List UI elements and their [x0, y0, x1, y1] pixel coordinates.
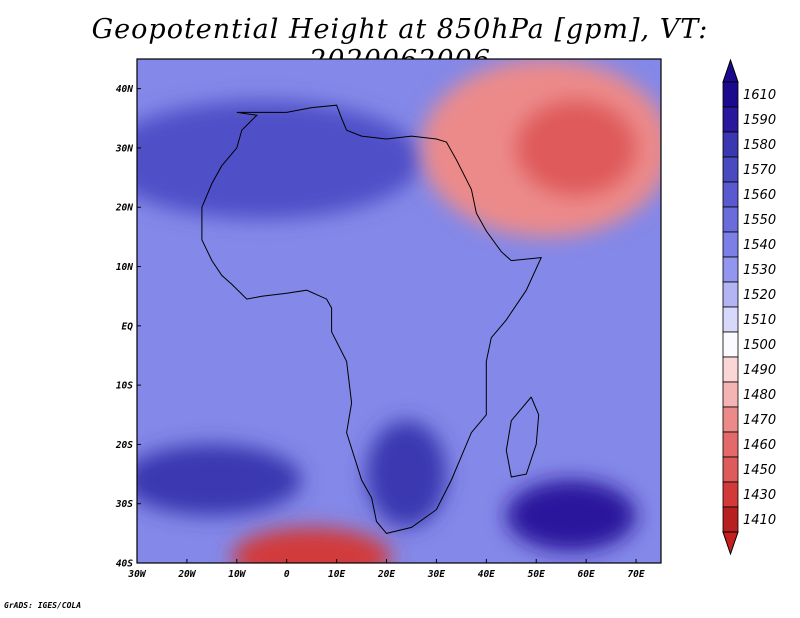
longitude-axis: 30W 20W 10W 0 10E 20E 30E 40E 50E 60E 70E [127, 559, 645, 580]
colorbar-label: 1520 [743, 288, 776, 303]
colorbar-label: 1610 [743, 88, 776, 103]
colorbar-label: 1430 [743, 488, 776, 503]
colorbar-swatch [722, 281, 739, 308]
colorbar-swatch [722, 256, 739, 283]
lon-tick-label: 20W [177, 569, 196, 580]
lat-tick-label: EQ [122, 321, 134, 332]
colorbar-swatch [722, 431, 739, 458]
lon-tick-label: 60E [578, 569, 595, 580]
lon-tick-label: 70E [627, 569, 644, 580]
colorbar-swatch [722, 231, 739, 258]
colorbar-swatch [722, 331, 739, 358]
lon-tick-label: 40E [478, 569, 495, 580]
colorbar-swatch [722, 156, 739, 183]
height-field [137, 59, 661, 563]
lon-tick-label: 30W [127, 569, 146, 580]
lat-tick-label: 10N [116, 262, 133, 273]
lat-tick-label: 30S [115, 499, 133, 510]
field-south-africa-high [366, 420, 447, 528]
colorbar-label: 1470 [743, 413, 776, 428]
colorbar-swatch [722, 356, 739, 383]
colorbar-swatch [722, 381, 739, 408]
colorbar-swatch [722, 506, 739, 533]
field-north-africa-high [137, 100, 422, 220]
colorbar-label: 1530 [743, 263, 776, 278]
colorbar-label: 1490 [743, 363, 776, 378]
colorbar-label: 1580 [743, 138, 776, 153]
colorbar-label: 1410 [743, 513, 776, 528]
lon-tick-label: 0 [284, 569, 290, 580]
colorbar-top-arrow [722, 58, 739, 83]
field-southern-low [231, 527, 392, 563]
grads-credit: GrADS: IGES/COLA [4, 601, 82, 610]
colorbar-swatch [722, 406, 739, 433]
plot-frame [136, 58, 662, 564]
lat-tick-label: 40N [116, 84, 133, 95]
plot-area: 40N 30N 20N 10N EQ 10S 20S 30S 40S 30W 20W 10W 0 10E… [115, 58, 662, 580]
colorbar-swatch [722, 456, 739, 483]
colorbar-label: 1570 [743, 163, 776, 178]
colorbar-swatch [722, 206, 739, 233]
colorbar-label: 1550 [743, 213, 776, 228]
colorbar-label: 1500 [743, 338, 776, 353]
colorbar-swatch [722, 81, 739, 108]
africa-coastline [201, 104, 543, 534]
madagascar-coastline [505, 396, 540, 478]
lat-tick-label: 40S [116, 559, 133, 570]
lat-tick-label: 10S [116, 381, 133, 392]
colorbar-label: 1510 [743, 313, 776, 328]
colorbar-label: 1480 [743, 388, 776, 403]
lon-tick-label: 10E [328, 569, 345, 580]
colorbar: 1610 1590 1580 1570 1560 1550 1540 1530 1520 1510… [722, 58, 776, 556]
field-persian-low-core [516, 100, 637, 196]
colorbar-swatch [722, 131, 739, 158]
lat-tick-label: 20N [115, 203, 133, 214]
lon-tick-label: 30E [427, 569, 445, 580]
colorbar-swatch [722, 106, 739, 133]
colorbar-swatch [722, 181, 739, 208]
lon-tick-label: 50E [528, 569, 545, 580]
lon-tick-label: 10W [228, 569, 246, 580]
colorbar-label: 1460 [743, 438, 776, 453]
colorbar-label: 1450 [743, 463, 776, 478]
lon-tick-label: 20E [377, 569, 395, 580]
colorbar-label: 1540 [743, 238, 776, 253]
colorbar-swatch [722, 481, 739, 508]
lat-tick-label: 30N [115, 143, 133, 154]
colorbar-bottom-arrow [722, 531, 739, 556]
lat-tick-label: 20S [115, 440, 133, 451]
colorbar-label: 1590 [743, 113, 776, 128]
colorbar-label: 1560 [743, 188, 776, 203]
field-indian-ocean-high [506, 479, 637, 552]
coastlines [201, 104, 543, 534]
field-south-atlantic-high [137, 444, 302, 516]
latitude-axis: 40N 30N 20N 10N EQ 10S 20S 30S 40S [115, 84, 141, 570]
colorbar-swatch [722, 306, 739, 333]
